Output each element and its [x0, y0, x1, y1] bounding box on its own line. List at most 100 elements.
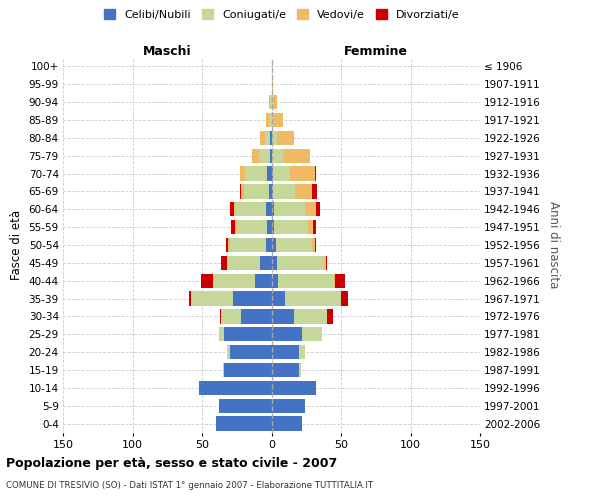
Bar — [312, 184, 317, 198]
Bar — [295, 184, 312, 198]
Bar — [270, 148, 271, 163]
Bar — [239, 184, 241, 198]
Bar — [278, 274, 334, 288]
Bar — [271, 416, 302, 430]
Bar — [271, 398, 305, 413]
Bar — [252, 148, 259, 163]
Bar — [271, 148, 283, 163]
Y-axis label: Anni di nascita: Anni di nascita — [547, 202, 560, 288]
Bar — [213, 274, 255, 288]
Bar — [224, 363, 271, 377]
Bar — [235, 220, 237, 234]
Bar — [227, 256, 260, 270]
Bar — [268, 220, 271, 234]
Bar — [233, 292, 271, 306]
Bar — [270, 95, 271, 110]
Bar — [274, 202, 305, 216]
Bar — [268, 166, 271, 180]
Bar — [314, 238, 316, 252]
Bar — [190, 292, 191, 306]
Bar — [271, 310, 294, 324]
Bar — [221, 256, 227, 270]
Bar — [223, 363, 224, 377]
Bar — [199, 380, 271, 395]
Bar — [230, 238, 266, 252]
Bar — [241, 184, 244, 198]
Bar — [271, 256, 277, 270]
Bar — [314, 166, 316, 180]
Bar — [305, 202, 316, 216]
Bar — [271, 380, 316, 395]
Bar — [341, 292, 348, 306]
Bar — [231, 220, 235, 234]
Bar — [290, 166, 314, 180]
Bar — [266, 202, 271, 216]
Bar — [271, 202, 274, 216]
Bar — [191, 292, 233, 306]
Bar — [265, 130, 270, 145]
Bar — [302, 327, 322, 342]
Bar — [316, 202, 320, 216]
Bar — [313, 220, 316, 234]
Bar — [294, 310, 327, 324]
Bar — [277, 130, 294, 145]
Bar — [271, 184, 273, 198]
Bar — [271, 345, 299, 360]
Bar — [271, 292, 286, 306]
Bar — [224, 327, 271, 342]
Bar — [271, 130, 277, 145]
Bar — [245, 166, 268, 180]
Bar — [273, 95, 277, 110]
Bar — [200, 274, 213, 288]
Bar — [326, 256, 327, 270]
Legend: Celibi/Nubili, Coniugati/e, Vedovi/e, Divorziati/e: Celibi/Nubili, Coniugati/e, Vedovi/e, Di… — [101, 6, 463, 23]
Bar — [234, 202, 235, 216]
Bar — [239, 166, 245, 180]
Bar — [325, 256, 326, 270]
Bar — [271, 113, 273, 127]
Bar — [312, 238, 314, 252]
Bar — [269, 113, 271, 127]
Bar — [273, 113, 283, 127]
Bar — [227, 345, 230, 360]
Text: Femmine: Femmine — [344, 46, 408, 59]
Bar — [218, 398, 271, 413]
Bar — [226, 238, 229, 252]
Bar — [230, 202, 234, 216]
Bar — [229, 238, 230, 252]
Bar — [271, 327, 302, 342]
Bar — [271, 274, 278, 288]
Bar — [266, 238, 271, 252]
Bar — [235, 202, 266, 216]
Bar — [327, 310, 332, 324]
Bar — [271, 77, 273, 92]
Bar — [275, 238, 312, 252]
Bar — [237, 220, 268, 234]
Bar — [220, 310, 221, 324]
Bar — [241, 310, 271, 324]
Bar — [274, 220, 308, 234]
Bar — [299, 363, 301, 377]
Bar — [244, 184, 269, 198]
Bar — [260, 130, 265, 145]
Text: COMUNE DI TRESIVIO (SO) - Dati ISTAT 1° gennaio 2007 - Elaborazione TUTTITALIA.I: COMUNE DI TRESIVIO (SO) - Dati ISTAT 1° … — [6, 481, 373, 490]
Bar — [271, 220, 274, 234]
Bar — [273, 184, 295, 198]
Bar — [286, 292, 341, 306]
Y-axis label: Fasce di età: Fasce di età — [10, 210, 23, 280]
Bar — [271, 238, 275, 252]
Bar — [266, 113, 269, 127]
Bar — [299, 345, 305, 360]
Bar — [308, 220, 313, 234]
Text: Popolazione per età, sesso e stato civile - 2007: Popolazione per età, sesso e stato civil… — [6, 458, 337, 470]
Bar — [269, 95, 270, 110]
Bar — [273, 166, 290, 180]
Bar — [334, 274, 335, 288]
Bar — [255, 274, 271, 288]
Bar — [335, 274, 345, 288]
Bar — [230, 345, 271, 360]
Bar — [221, 310, 241, 324]
Bar — [283, 148, 310, 163]
Bar — [216, 416, 271, 430]
Bar — [269, 184, 271, 198]
